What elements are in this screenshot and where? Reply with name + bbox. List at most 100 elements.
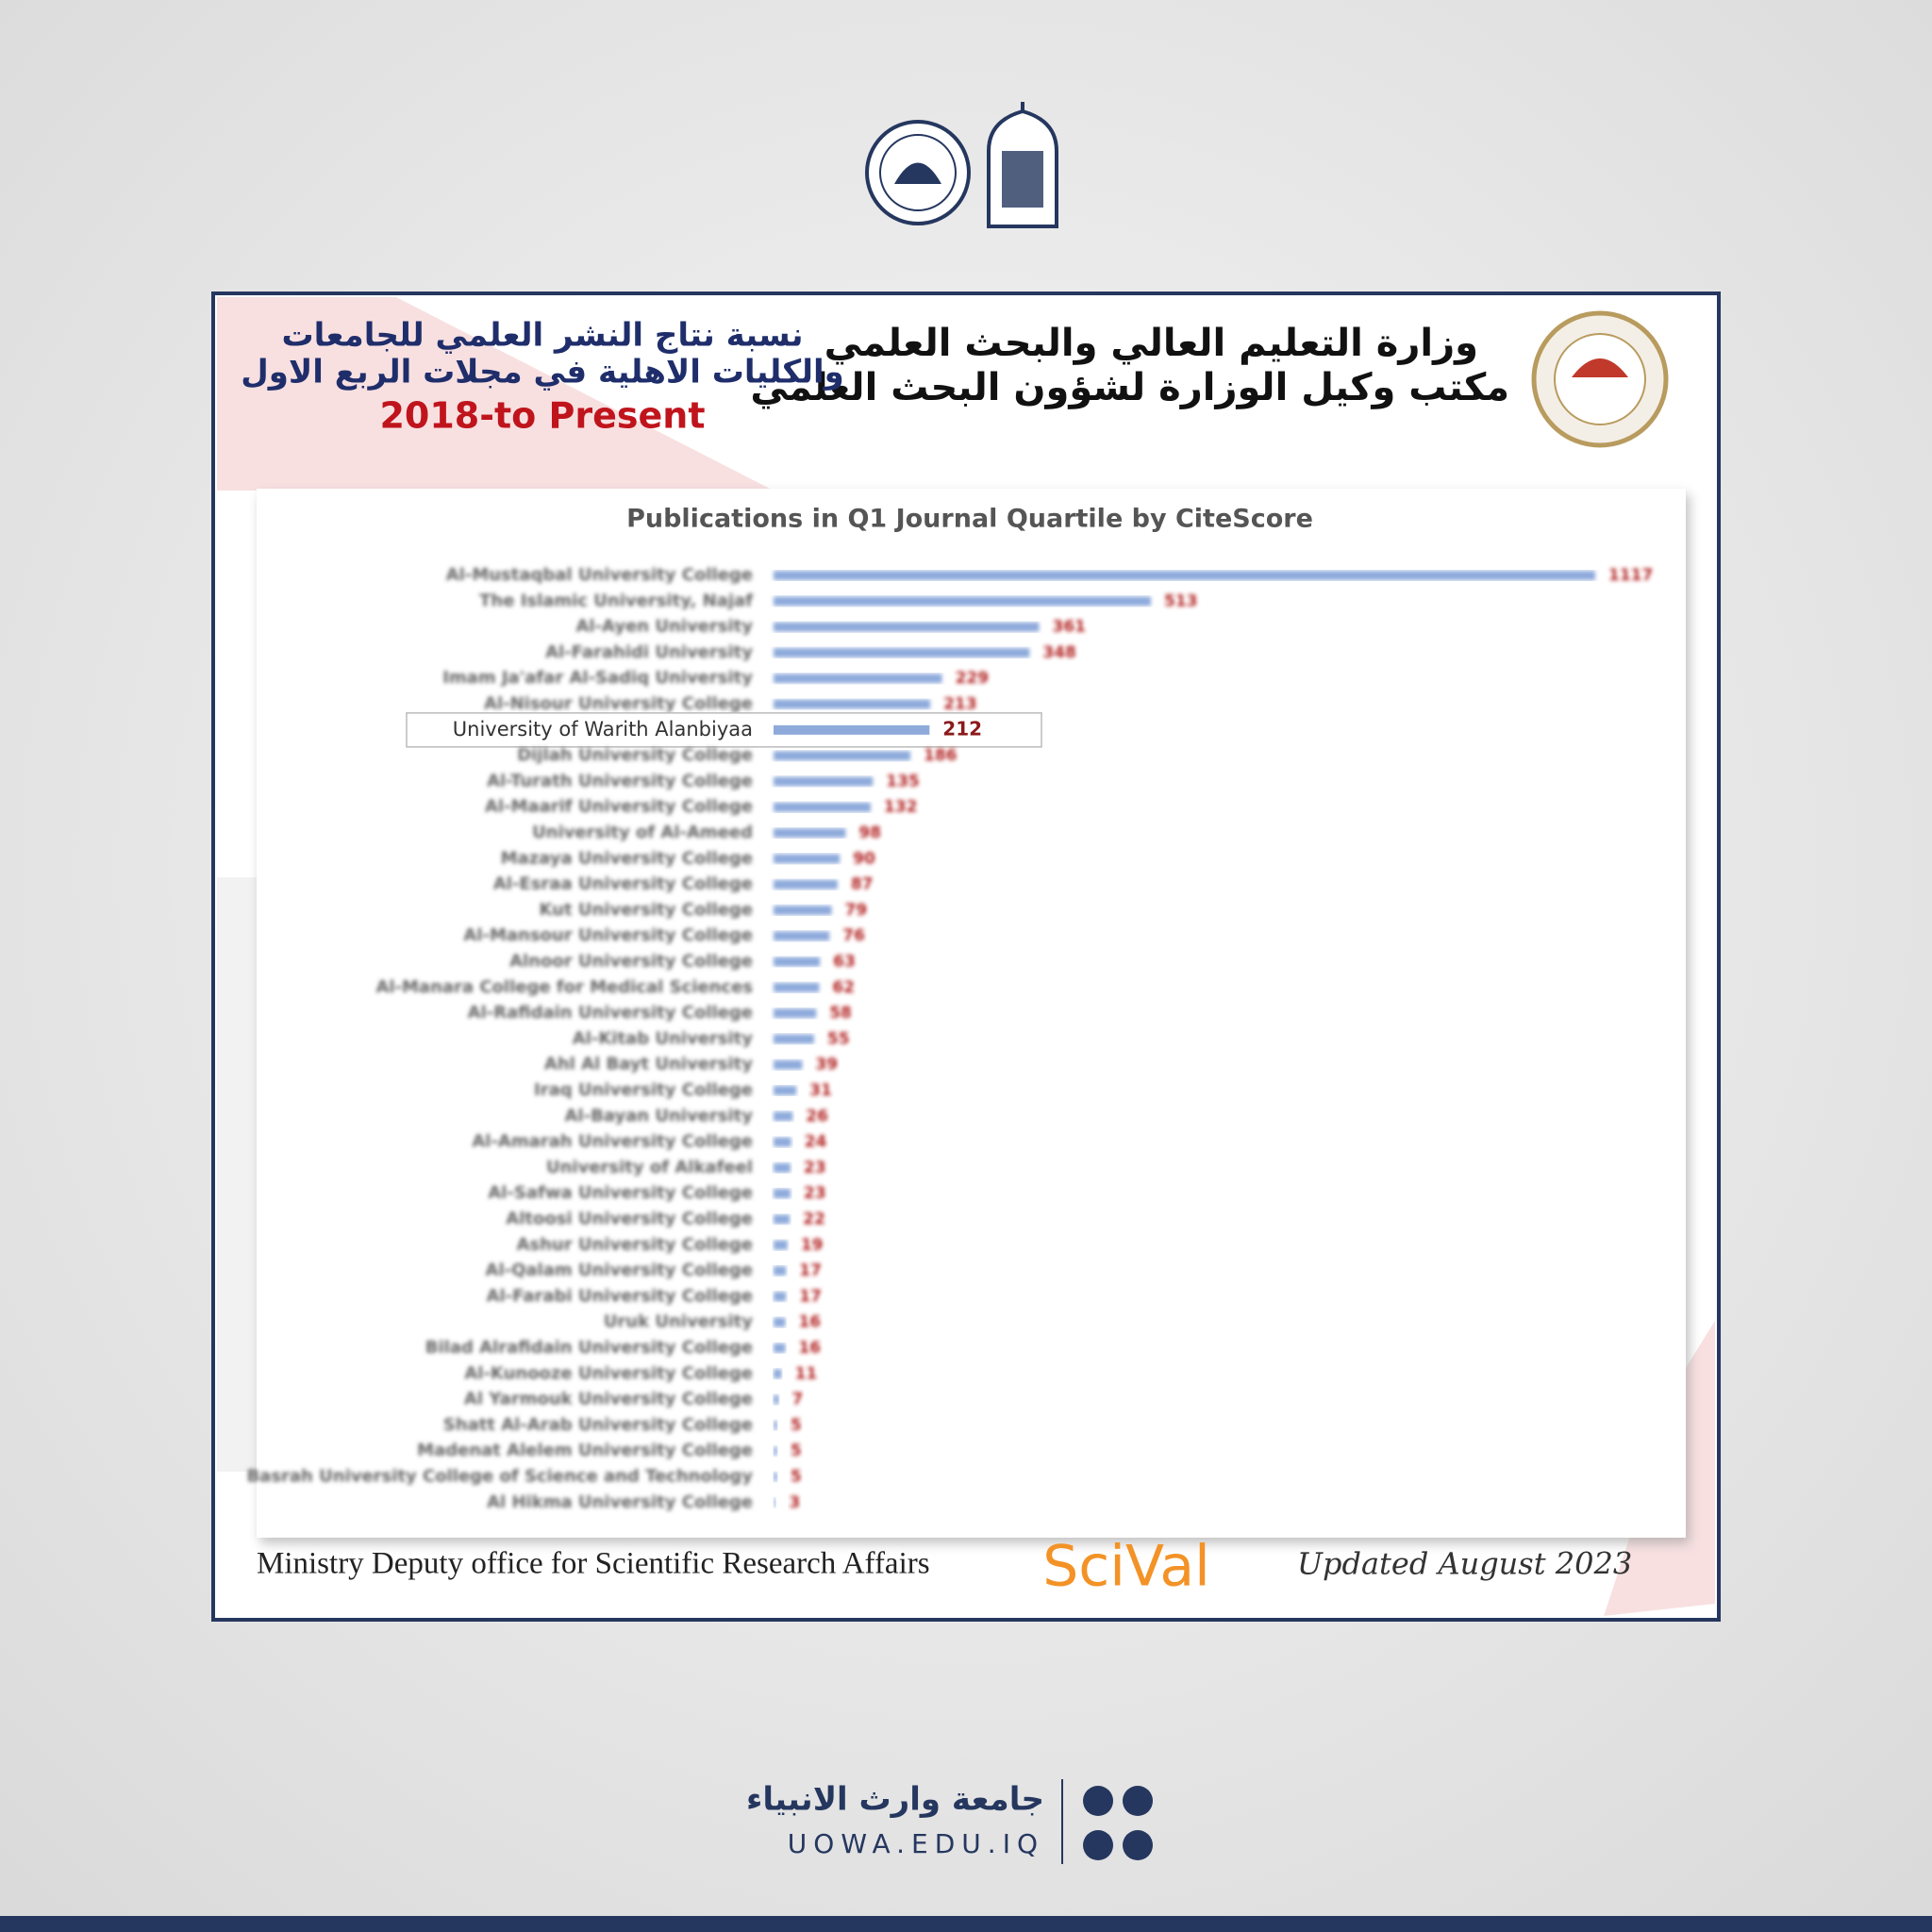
facebook-icon[interactable] [1123, 1786, 1153, 1816]
value-label: 62 [832, 978, 855, 997]
bar [774, 622, 1040, 632]
title-line: والكليات الاهلية في مجلات الربع الاول [241, 354, 844, 391]
value-label: 7 [791, 1391, 803, 1409]
value-label: 3 [789, 1493, 800, 1512]
category-label: Al-Rafidain University College [468, 1003, 753, 1023]
highlight-box [406, 712, 1042, 748]
category-label: Alnoor University College [509, 952, 753, 972]
value-label: 212 [942, 717, 982, 740]
value-label: 17 [799, 1261, 822, 1280]
value-label: 11 [795, 1364, 818, 1383]
value-label: 26 [806, 1107, 828, 1125]
category-label: Al Yarmouk University College [464, 1390, 753, 1409]
value-label: 98 [858, 824, 881, 842]
category-label: Al-Ayen University [575, 617, 753, 637]
value-label: 24 [805, 1133, 827, 1152]
bar [774, 1189, 791, 1199]
value-label: 1117 [1608, 566, 1653, 585]
chart-title: Publications in Q1 Journal Quartile by C… [626, 505, 1313, 534]
value-label: 186 [924, 746, 958, 765]
category-label: Al-Bayan University [565, 1106, 754, 1125]
value-label: 23 [804, 1184, 826, 1203]
category-label: Ashur University College [516, 1235, 753, 1255]
category-label: Basrah University College of Science and… [246, 1467, 753, 1487]
value-label: 132 [884, 798, 918, 817]
category-label: Uruk University [604, 1312, 753, 1332]
category-label: Al-Manara College for Medical Sciences [375, 977, 753, 997]
bar [774, 1472, 777, 1482]
bar [774, 1137, 791, 1147]
value-label: 19 [801, 1236, 824, 1255]
category-label: Al-Mansour University College [463, 925, 753, 945]
bar [774, 905, 832, 915]
value-label: 5 [791, 1416, 802, 1435]
value-label: 79 [845, 901, 868, 920]
chart-panel [257, 489, 1686, 1538]
value-label: 76 [842, 926, 865, 945]
category-label: Al-Safwa University College [488, 1183, 753, 1203]
bar [774, 1343, 786, 1353]
category-label: Al-Kunooze University College [464, 1363, 753, 1383]
bar [774, 1369, 782, 1379]
bottom-bar [0, 1916, 1932, 1932]
bar [774, 1266, 787, 1276]
category-label: Mazaya University College [501, 848, 753, 868]
value-label: 16 [798, 1339, 821, 1357]
bar [774, 674, 942, 684]
category-label: Al-Farahidi University [545, 642, 753, 662]
category-label: University of Al-Ameed [532, 823, 753, 842]
value-label: 31 [809, 1081, 832, 1100]
office: Ministry Deputy office for Scientific Re… [257, 1547, 930, 1581]
value-label: 5 [791, 1468, 802, 1487]
category-label: Al-Esraa University College [493, 874, 753, 894]
youtube-icon[interactable] [1083, 1830, 1113, 1860]
bar [774, 1497, 776, 1507]
bar [774, 571, 1595, 580]
bar [774, 828, 846, 838]
category-label: The Islamic University, Najaf [479, 591, 753, 610]
bar [774, 776, 874, 787]
bar [774, 724, 930, 735]
category-label: Iraq University College [534, 1080, 753, 1100]
bar [774, 1394, 779, 1405]
category-label: Al-Amarah University College [472, 1132, 753, 1152]
category-label: Al-Mustaqbal University College [446, 565, 753, 585]
bar [774, 1446, 777, 1457]
value-label: 513 [1164, 591, 1198, 610]
website[interactable]: UOWA.EDU.IQ [788, 1828, 1044, 1859]
bar [774, 1317, 786, 1327]
ministry-line: وزارة التعليم العالي والبحث العلمي [824, 322, 1478, 365]
bar [774, 957, 821, 967]
category-label: Al-Turath University College [487, 771, 753, 791]
bar [774, 1059, 803, 1070]
value-label: 90 [853, 849, 875, 868]
category-label: Dijlah University College [517, 745, 753, 765]
category-label: Kut University College [540, 900, 753, 920]
category-label: University of Alkafeel [546, 1158, 753, 1177]
bar [774, 1086, 797, 1095]
bar [774, 596, 1152, 607]
bar [774, 1420, 777, 1430]
value-label: 135 [886, 772, 920, 791]
instagram-icon[interactable] [1083, 1786, 1113, 1816]
value-label: 87 [851, 875, 874, 894]
category-label: Al-Nisour University College [484, 694, 753, 714]
value-label: 55 [827, 1029, 850, 1048]
bar [774, 879, 838, 890]
value-label: 16 [798, 1313, 821, 1332]
value-label: 229 [956, 669, 989, 688]
bar [774, 699, 931, 709]
category-label: Al Hikma University College [487, 1492, 753, 1512]
bar [774, 1214, 791, 1224]
value-label: 17 [799, 1287, 822, 1306]
value-label: 58 [829, 1004, 852, 1023]
category-label: Al-Maarif University College [485, 797, 753, 817]
value-label: 39 [815, 1056, 838, 1074]
category-label: Shatt Al-Arab University College [443, 1415, 753, 1435]
logos [865, 102, 1058, 228]
value-label: 22 [803, 1210, 825, 1229]
bar [774, 1008, 817, 1019]
twitter-icon[interactable] [1123, 1830, 1153, 1860]
